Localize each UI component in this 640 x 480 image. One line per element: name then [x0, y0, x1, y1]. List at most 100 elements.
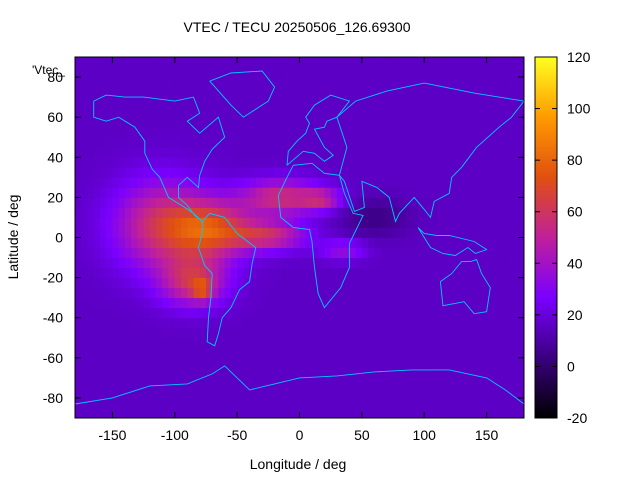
heatmap-cell — [280, 367, 288, 379]
heatmap-cell — [349, 167, 357, 178]
heatmap-cell — [118, 367, 126, 379]
heatmap-cell — [430, 257, 438, 268]
heatmap-cell — [106, 407, 113, 419]
heatmap-cell — [411, 367, 419, 379]
heatmap-cell — [480, 137, 487, 148]
heatmap-cell — [442, 317, 450, 329]
heatmap-cell — [237, 217, 244, 228]
heatmap-cell — [143, 377, 151, 389]
heatmap-cell — [330, 387, 338, 399]
heatmap-cell — [205, 387, 213, 399]
heatmap-cell — [112, 377, 120, 389]
heatmap-cell — [274, 177, 282, 188]
heatmap-cell — [168, 257, 176, 268]
heatmap-cell — [318, 167, 325, 178]
heatmap-cell — [299, 97, 307, 108]
heatmap-cell — [486, 407, 494, 419]
heatmap-cell — [474, 237, 481, 248]
heatmap-cell — [311, 97, 319, 108]
heatmap-cell — [380, 277, 388, 289]
heatmap-cell — [517, 267, 525, 279]
heatmap-cell — [237, 277, 244, 289]
heatmap-cell — [386, 217, 394, 228]
heatmap-cell — [442, 207, 450, 218]
heatmap-cell — [355, 147, 363, 158]
heatmap-cell — [93, 137, 101, 148]
heatmap-cell — [112, 297, 120, 309]
heatmap-cell — [212, 357, 219, 369]
heatmap-cell — [349, 287, 357, 299]
heatmap-cell — [181, 307, 188, 319]
heatmap-cell — [274, 187, 282, 198]
heatmap-cell — [230, 247, 238, 258]
heatmap-cell — [380, 157, 388, 168]
heatmap-cell — [274, 137, 282, 148]
heatmap-cell — [124, 117, 132, 128]
heatmap-cell — [249, 97, 257, 108]
heatmap-cell — [436, 377, 444, 389]
heatmap-cell — [361, 67, 369, 78]
heatmap-cell — [455, 407, 463, 419]
heatmap-cell — [311, 167, 319, 178]
heatmap-cell — [131, 227, 138, 238]
heatmap-cell — [299, 357, 307, 369]
heatmap-cell — [280, 257, 288, 268]
heatmap-cell — [237, 267, 244, 279]
heatmap-cell — [499, 77, 506, 88]
heatmap-cell — [106, 117, 113, 128]
heatmap-cell — [162, 67, 169, 78]
heatmap-cell — [280, 397, 288, 409]
heatmap-cell — [99, 67, 107, 78]
heatmap-cell — [218, 87, 226, 98]
heatmap-cell — [505, 157, 512, 168]
heatmap-cell — [299, 347, 307, 359]
heatmap-cell — [205, 237, 213, 248]
heatmap-cell — [137, 157, 144, 168]
heatmap-cell — [137, 307, 144, 319]
heatmap-cell — [343, 397, 350, 409]
heatmap-cell — [311, 287, 319, 299]
heatmap-cell — [262, 277, 269, 289]
heatmap-cell — [81, 407, 88, 419]
heatmap-cell — [168, 287, 176, 299]
heatmap-cell — [243, 387, 251, 399]
heatmap-cell — [287, 117, 294, 128]
heatmap-cell — [442, 87, 450, 98]
heatmap-cell — [511, 137, 519, 148]
heatmap-cell — [274, 397, 282, 409]
heatmap-cell — [249, 267, 257, 279]
heatmap-cell — [486, 337, 494, 349]
heatmap-cell — [442, 407, 450, 419]
heatmap-cell — [124, 167, 132, 178]
heatmap-cell — [193, 157, 201, 168]
heatmap-cell — [461, 107, 469, 118]
heatmap-cell — [424, 67, 431, 78]
heatmap-cell — [230, 87, 238, 98]
heatmap-cell — [230, 177, 238, 188]
heatmap-cell — [505, 377, 512, 389]
heatmap-cell — [436, 227, 444, 238]
heatmap-cell — [199, 407, 207, 419]
heatmap-cell — [106, 317, 113, 329]
heatmap-cell — [249, 307, 257, 319]
heatmap-cell — [336, 247, 344, 258]
heatmap-cell — [255, 97, 263, 108]
heatmap-cell — [249, 377, 257, 389]
heatmap-cell — [318, 307, 325, 319]
heatmap-cell — [511, 407, 519, 419]
heatmap-cell — [511, 117, 519, 128]
heatmap-cell — [243, 247, 251, 258]
heatmap-cell — [442, 97, 450, 108]
heatmap-cell — [75, 77, 82, 88]
heatmap-cell — [417, 127, 425, 138]
heatmap-cell — [399, 407, 406, 419]
heatmap-cell — [305, 397, 313, 409]
heatmap-cell — [131, 177, 138, 188]
heatmap-cell — [411, 337, 419, 349]
heatmap-cell — [162, 297, 169, 309]
heatmap-cell — [474, 77, 481, 88]
heatmap-cell — [280, 107, 288, 118]
heatmap-cell — [262, 197, 269, 208]
heatmap-cell — [99, 307, 107, 319]
heatmap-cell — [492, 197, 500, 208]
